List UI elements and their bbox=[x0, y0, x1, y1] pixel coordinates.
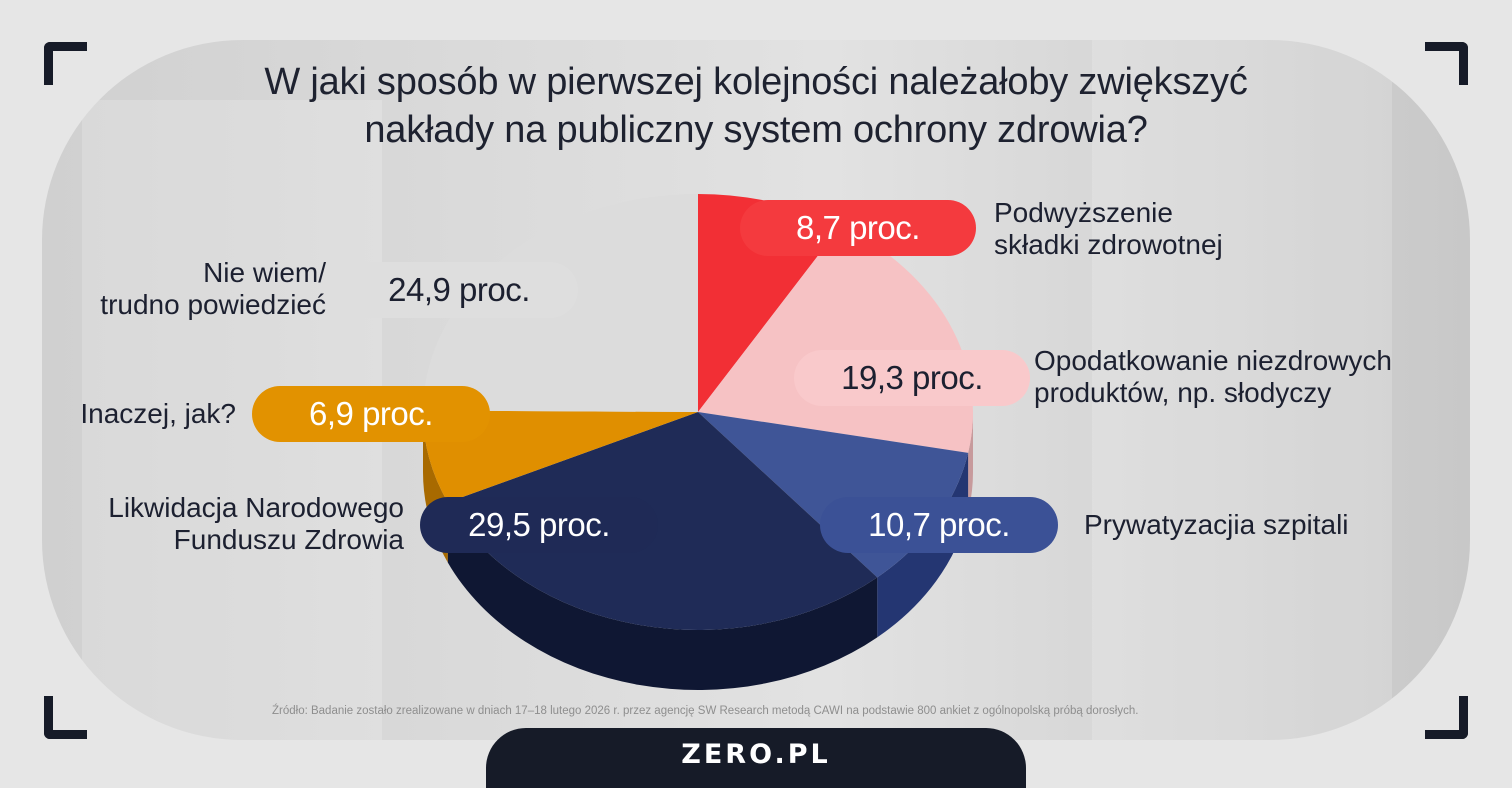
value-pill-opodatkowanie: 19,3 proc. bbox=[794, 350, 1030, 406]
background-photo-panel bbox=[1092, 40, 1392, 740]
category-label-skladka: Podwyższenie składki zdrowotnej bbox=[994, 197, 1223, 261]
category-label-line: Opodatkowanie niezdrowych bbox=[1034, 345, 1392, 376]
category-label-line: Inaczej, jak? bbox=[80, 398, 236, 429]
source-note: Źródło: Badanie zostało zrealizowane w d… bbox=[272, 705, 1139, 717]
category-label-line: Likwidacja Narodowego bbox=[108, 492, 404, 523]
category-label-nie-wiem: Nie wiem/ trudno powiedzieć bbox=[100, 257, 326, 321]
pie-side-opodatkowanie bbox=[968, 412, 973, 513]
category-label-inaczej: Inaczej, jak? bbox=[80, 398, 236, 430]
chart-title: W jaki sposób w pierwszej kolejności nal… bbox=[156, 58, 1356, 154]
corner-bracket-top-right bbox=[1425, 42, 1468, 85]
category-label-line: Funduszu Zdrowia bbox=[173, 524, 404, 555]
category-label-opodatkowanie: Opodatkowanie niezdrowych produktów, np.… bbox=[1034, 345, 1392, 409]
logo-tab: ZERO.PL bbox=[486, 728, 1026, 788]
category-label-line: Podwyższenie bbox=[994, 197, 1173, 228]
category-label-line: trudno powiedzieć bbox=[100, 289, 326, 320]
category-label-line: składki zdrowotnej bbox=[994, 229, 1223, 260]
category-label-line: Prywatyzacjia szpitali bbox=[1084, 509, 1349, 540]
category-label-line: produktów, np. słodyczy bbox=[1034, 377, 1332, 408]
pie-slice-likwidacja-nfz bbox=[447, 412, 878, 630]
category-label-line: Nie wiem/ bbox=[203, 257, 326, 288]
category-label-likwidacja-nfz: Likwidacja Narodowego Funduszu Zdrowia bbox=[108, 492, 404, 556]
value-pill-inaczej: 6,9 proc. bbox=[252, 386, 490, 442]
value-pill-prywatyzacja: 10,7 proc. bbox=[820, 497, 1058, 553]
corner-bracket-bottom-right bbox=[1425, 696, 1468, 739]
chart-title-line-2: nakłady na publiczny system ochrony zdro… bbox=[364, 109, 1148, 151]
value-pill-nie-wiem: 24,9 proc. bbox=[340, 262, 578, 318]
corner-bracket-top-left bbox=[44, 42, 87, 85]
value-pill-skladka: 8,7 proc. bbox=[740, 200, 976, 256]
pie-slice-inaczej bbox=[423, 410, 698, 503]
pie-side-likwidacja-nfz bbox=[447, 502, 878, 690]
category-label-prywatyzacja: Prywatyzacjia szpitali bbox=[1084, 509, 1349, 541]
corner-bracket-bottom-left bbox=[44, 696, 87, 739]
value-pill-likwidacja-nfz: 29,5 proc. bbox=[420, 497, 658, 553]
chart-title-line-1: W jaki sposób w pierwszej kolejności nal… bbox=[264, 61, 1248, 103]
brand-logo: ZERO.PL bbox=[681, 738, 831, 770]
